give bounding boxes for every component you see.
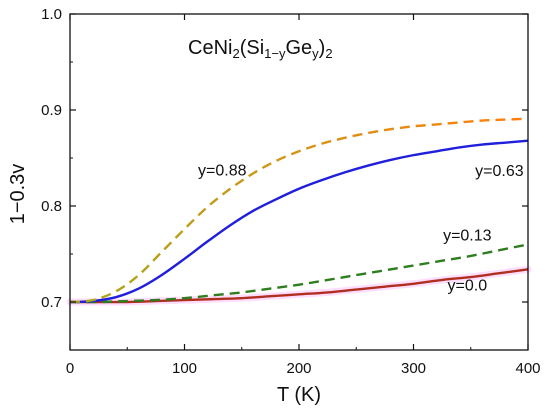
series-label-y-0-63: y=0.63: [475, 163, 524, 180]
x-axis-title: T (K): [277, 384, 321, 406]
x-tick-label-100: 100: [172, 360, 197, 377]
chart-title-part: 1−y: [264, 46, 286, 61]
x-tick-label-400: 400: [515, 360, 540, 377]
series-line-y-0-88: [69, 117, 529, 304]
plot-layer: y=0.0 y=0.13 y=0.63 y=0.88: [66, 117, 532, 306]
x-tick-label-200: 200: [286, 360, 311, 377]
series-label-y-0-0: y=0.0: [448, 277, 488, 294]
series-line-y-0-63: [69, 139, 529, 304]
chart-title-part: CeNi: [188, 37, 232, 59]
chart-title-part: Ge: [285, 37, 312, 59]
y-axis-title: 1−0.3v: [7, 164, 29, 225]
y-tick-label-0.7: 0.7: [41, 294, 62, 311]
series-line-y-0-13: [69, 243, 529, 304]
chart-title-part: 2: [325, 46, 332, 61]
chart-title-part: ): [319, 37, 326, 59]
y-tick-label-1.0: 1.0: [41, 6, 62, 23]
chart-title-part: 2: [232, 46, 239, 61]
series-label-y-0-13: y=0.13: [443, 228, 492, 245]
y-tick-label-0.8: 0.8: [41, 198, 62, 215]
series-label-y-0-88: y=0.88: [198, 162, 247, 179]
y-tick-label-0.9: 0.9: [41, 102, 62, 119]
axes-layer: 0 100 200 300 400 0.7 0.8 0.9 1.0: [41, 6, 540, 377]
chart-title-part: y: [312, 46, 319, 61]
series-line-y-0-0: [70, 268, 529, 304]
x-tick-label-300: 300: [401, 360, 426, 377]
chart-title-part: (Si: [240, 37, 264, 59]
x-tick-label-0: 0: [66, 360, 74, 377]
chart-title: CeNi2(Si1−yGey)2: [188, 37, 333, 61]
